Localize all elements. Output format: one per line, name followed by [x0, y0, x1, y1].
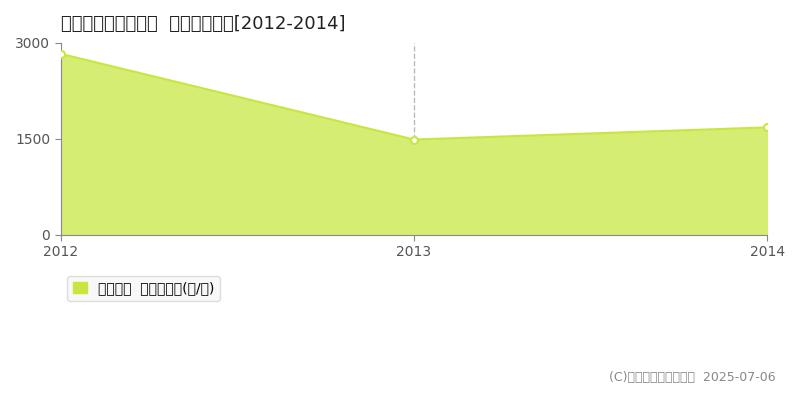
- Legend: 農地価格  平均坪単価(円/坪): 農地価格 平均坪単価(円/坪): [67, 276, 220, 301]
- Text: 勇払郡むかわ町春日  農地価格推移[2012-2014]: 勇払郡むかわ町春日 農地価格推移[2012-2014]: [61, 15, 345, 33]
- Text: (C)土地価格ドットコム  2025-07-06: (C)土地価格ドットコム 2025-07-06: [610, 371, 776, 384]
